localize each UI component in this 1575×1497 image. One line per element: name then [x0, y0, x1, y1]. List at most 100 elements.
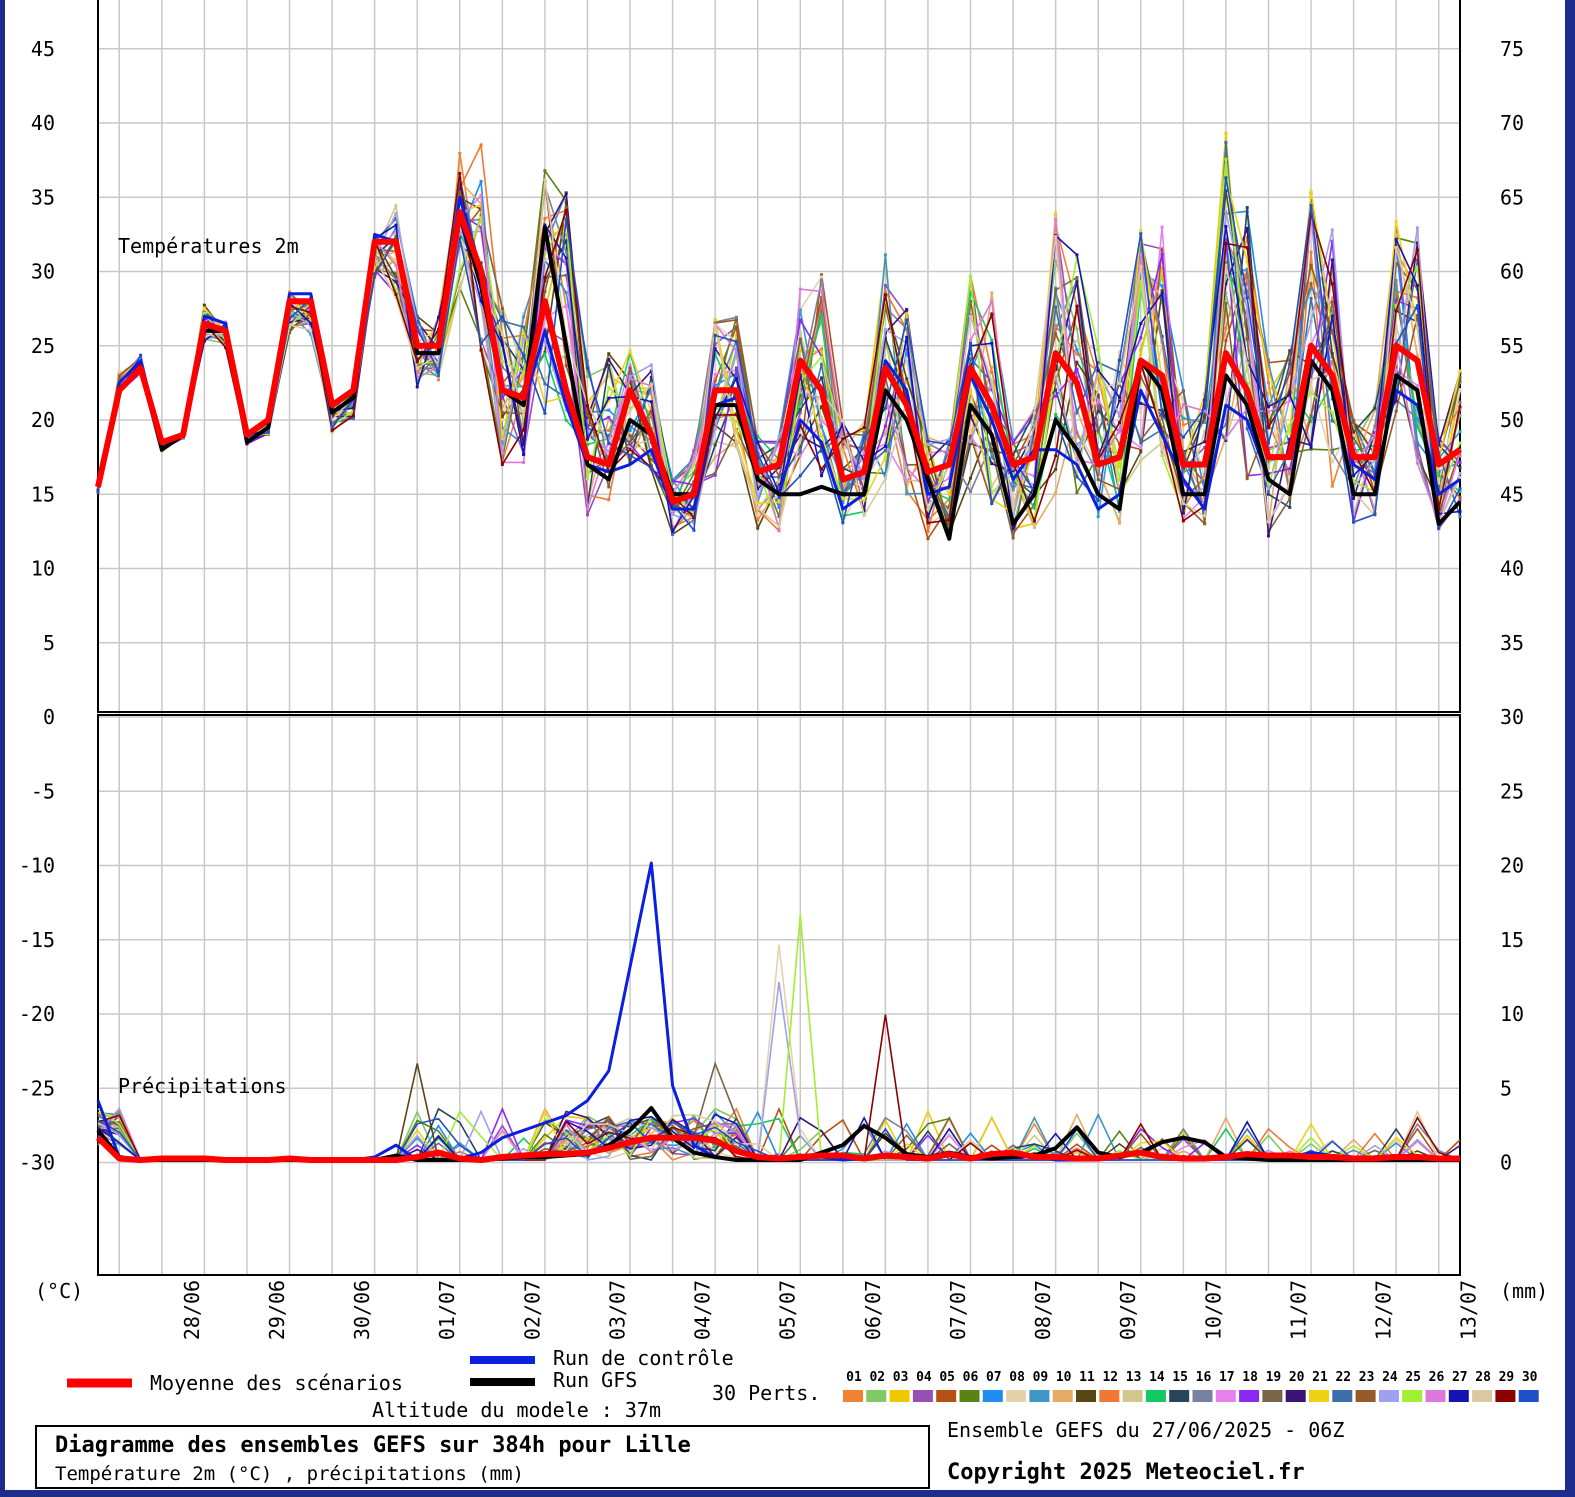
ensemble-temp-point — [330, 428, 334, 432]
ensemble-temp-point — [1054, 375, 1058, 379]
ensemble-temp-point — [1181, 450, 1185, 454]
ensemble-temp-point — [1352, 420, 1356, 424]
ensemble-temp-point — [1373, 512, 1377, 516]
ensemble-temp-point — [1054, 324, 1058, 328]
ensemble-temp-point — [394, 212, 398, 216]
ensemble-temp-point — [1245, 278, 1249, 282]
ensemble-temp-point — [500, 437, 504, 441]
ensemble-temp-point — [969, 355, 973, 359]
ensemble-temp-point — [820, 273, 824, 277]
ensemble-temp-point — [1096, 478, 1100, 482]
ensemble-temp-point — [1266, 489, 1270, 493]
ensemble-temp-point — [777, 496, 781, 500]
ensemble-temp-point — [841, 449, 845, 453]
ensemble-temp-point — [798, 404, 802, 408]
ensemble-temp-point — [1075, 339, 1079, 343]
ensemble-temp-point — [1181, 519, 1185, 523]
ensemble-temp-point — [1394, 299, 1398, 303]
ensemble-temp-point — [1224, 189, 1228, 193]
ensemble-temp-point — [1437, 474, 1441, 478]
ensemble-temp-point — [820, 295, 824, 299]
x-tick-label: 09/07 — [1116, 1280, 1140, 1340]
ensemble-temp-point — [117, 372, 121, 376]
ensemble-temp-point — [415, 366, 419, 370]
ensemble-temp-point — [713, 333, 717, 337]
ensemble-temp-point — [1394, 309, 1398, 313]
ensemble-temp-point — [820, 347, 824, 351]
ensemble-temp-point — [1096, 386, 1100, 390]
ensemble-temp-point — [1330, 258, 1334, 262]
ensemble-temp-point — [1118, 381, 1121, 385]
ensemble-temp-point — [1245, 427, 1249, 431]
ensemble-temp-point — [862, 513, 866, 517]
ensemble-temp-point — [1096, 409, 1100, 413]
ensemble-temp-point — [1011, 450, 1015, 454]
legend-member-number: 27 — [1452, 1370, 1468, 1385]
ensemble-temp-point — [1352, 480, 1356, 484]
x-tick-label: 02/07 — [520, 1280, 544, 1340]
ensemble-temp-point — [990, 365, 994, 369]
ensemble-temp-point — [1288, 393, 1292, 397]
ensemble-temp-point — [883, 446, 887, 450]
ensemble-temp-point — [1118, 414, 1121, 418]
legend-member-number: 23 — [1359, 1370, 1375, 1385]
ensemble-temp-point — [1160, 252, 1164, 256]
legend-member-number: 08 — [1009, 1370, 1025, 1385]
ensemble-temp-point — [522, 354, 526, 358]
ensemble-temp-point — [798, 437, 802, 441]
ensemble-temp-point — [458, 273, 462, 277]
ensemble-temp-point — [1118, 478, 1121, 482]
ensemble-temp-point — [905, 377, 909, 381]
ensemble-temp-point — [1224, 131, 1228, 135]
ensemble-temp-point — [1394, 399, 1398, 403]
ensemble-temp-point — [734, 376, 738, 380]
ensemble-temp-point — [1075, 431, 1079, 435]
ensemble-temp-point — [1352, 474, 1356, 478]
ensemble-temp-point — [1458, 441, 1462, 445]
ensemble-temp-point — [543, 327, 547, 331]
ensemble-temp-point — [1458, 515, 1462, 519]
ensemble-temp-point — [1160, 291, 1164, 295]
ensemble-temp-point — [841, 424, 845, 428]
ensemble-temp-point — [394, 296, 398, 300]
ensemble-temp-point — [1458, 375, 1462, 379]
chart-canvas: 454035302520151050-5-10-15-20-25-3075706… — [19, 0, 1548, 1420]
ensemble-temp-point — [883, 305, 887, 309]
ensemble-temp-point — [713, 383, 717, 387]
ensemble-temp-point — [1139, 232, 1143, 236]
ensemble-temp-point — [1415, 283, 1419, 287]
ensemble-temp-point — [309, 321, 313, 325]
ensemble-temp-point — [607, 438, 611, 442]
ensemble-temp-point — [585, 428, 589, 432]
ensemble-temp-point — [862, 420, 866, 424]
ensemble-temp-point — [1266, 534, 1270, 538]
y-right-tick-label: 0 — [1500, 1151, 1512, 1175]
ensemble-temp-point — [373, 266, 377, 270]
ensemble-temp-point — [1309, 204, 1313, 208]
ensemble-temp-point — [1394, 362, 1398, 366]
ensemble-temp-point — [820, 289, 824, 293]
ensemble-temp-point — [543, 276, 547, 280]
ensemble-temp-point — [564, 418, 568, 422]
ensemble-temp-point — [1352, 466, 1356, 470]
ensemble-temp-point — [1054, 211, 1058, 215]
ensemble-temp-point — [1330, 322, 1334, 326]
ensemble-temp-point — [649, 369, 653, 373]
ensemble-temp-point — [585, 507, 589, 511]
ensemble-temp-point — [1096, 376, 1100, 380]
ensemble-temp-point — [1394, 339, 1398, 343]
ensemble-temp-point — [777, 442, 781, 446]
legend-member-swatch-05 — [936, 1390, 957, 1402]
ensemble-temp-point — [1266, 425, 1270, 429]
ensemble-temp-point — [1054, 371, 1058, 375]
legend-member-swatch-17 — [1215, 1390, 1236, 1402]
ensemble-temp-point — [862, 431, 866, 435]
ensemble-temp-point — [1415, 258, 1419, 262]
y-left-tick-label: 30 — [31, 260, 55, 284]
ensemble-temp-point — [1224, 238, 1228, 242]
ensemble-temp-point — [585, 426, 589, 430]
ensemble-temp-point — [543, 352, 547, 356]
ensemble-temp-point — [202, 303, 206, 307]
ensemble-temp-point — [990, 291, 994, 295]
copyright: Copyright 2025 Meteociel.fr — [947, 1460, 1305, 1485]
